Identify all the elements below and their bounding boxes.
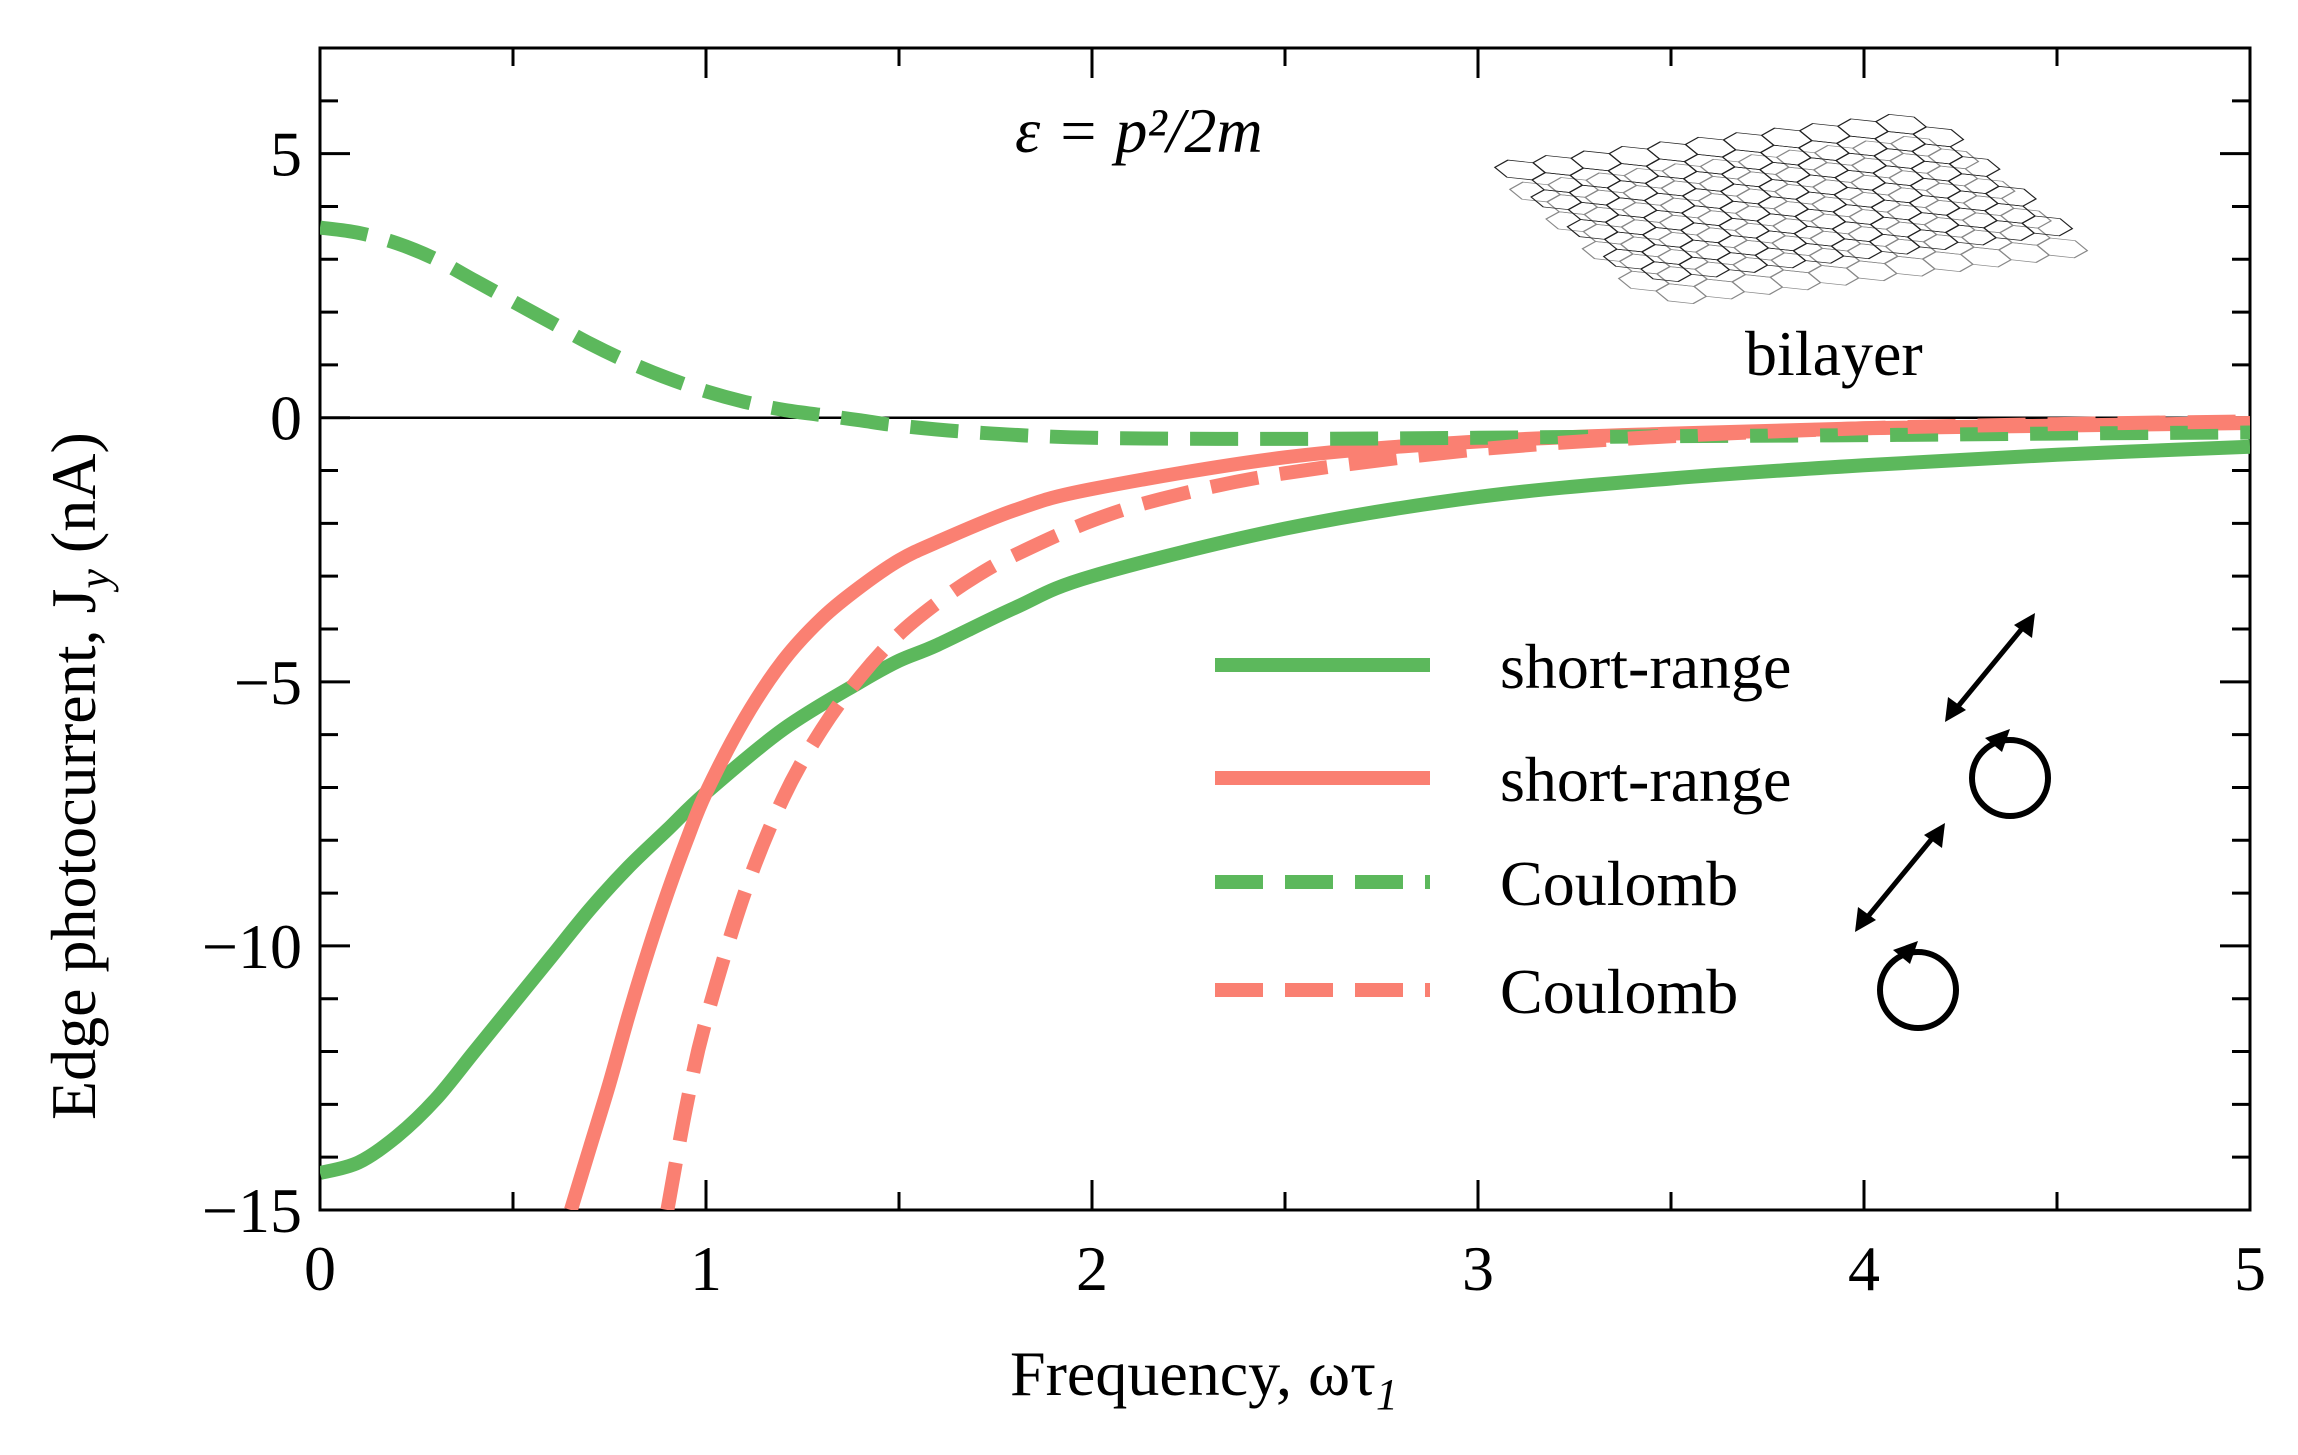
legend-entry: short-range [1215, 729, 2051, 819]
x-tick-label: 5 [2234, 1233, 2266, 1304]
y-axis-label: Edge photocurrent, Jy (nA) [38, 432, 119, 1120]
x-tick-label: 1 [690, 1233, 722, 1304]
legend-label: Coulomb [1500, 956, 1738, 1027]
y-tick-label: −5 [234, 647, 302, 718]
legend-label: short-range [1500, 631, 1791, 702]
legend: short-range short-range Coulomb [1215, 613, 2051, 1031]
legend-entry: short-range [1215, 613, 2035, 722]
double-arrow-icon [1855, 823, 1945, 932]
circular-arrow-icon [1969, 729, 2051, 819]
annotation-label: bilayer [1745, 318, 1923, 389]
tick-labels: 0 1 2 3 4 5 −15 −10 −5 0 5 [202, 119, 2266, 1304]
legend-label: short-range [1500, 744, 1791, 815]
y-tick-label: −15 [202, 1175, 302, 1246]
y-tick-label: 0 [270, 383, 302, 454]
double-arrow-icon [1945, 613, 2035, 722]
x-axis-label: Frequency, ωτ1 [1010, 1338, 1398, 1419]
legend-entry: Coulomb [1215, 941, 1959, 1031]
y-tick-label: −10 [202, 911, 302, 982]
x-tick-label: 3 [1462, 1233, 1494, 1304]
series-line-coulomb-circular [660, 414, 2250, 1210]
x-tick-label: 0 [304, 1233, 336, 1304]
bilayer-graphene-lattice-icon [1493, 113, 2089, 304]
legend-entry: Coulomb [1215, 823, 1945, 932]
series-layer [320, 220, 2250, 1210]
x-tick-label: 2 [1076, 1233, 1108, 1304]
annotation-formula: ε = p²/2m [1015, 95, 1263, 166]
series-line-short-range-linear [320, 439, 2250, 1180]
y-tick-label: 5 [270, 119, 302, 190]
x-tick-label: 4 [1848, 1233, 1880, 1304]
axis-ticks [318, 46, 2252, 1212]
series-line-coulomb-linear [320, 220, 2250, 446]
legend-label: Coulomb [1500, 848, 1738, 919]
plot-frame [318, 46, 2252, 1212]
circular-arrow-icon [1877, 941, 1959, 1031]
